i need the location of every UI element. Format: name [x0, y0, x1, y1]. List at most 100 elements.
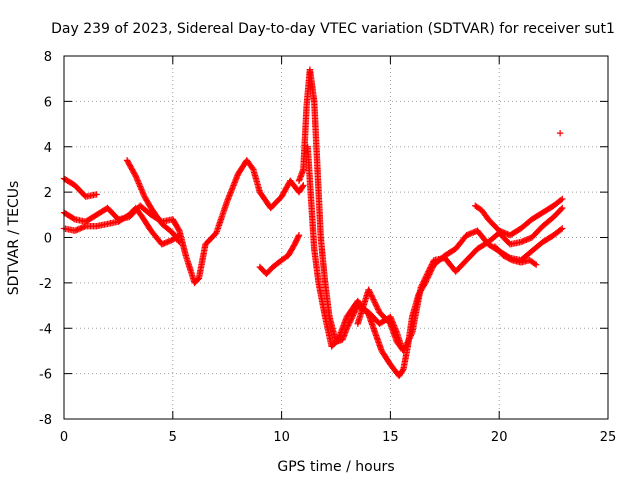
data-point	[402, 342, 410, 349]
data-point	[400, 347, 407, 355]
data-point	[93, 191, 100, 198]
data-point	[559, 204, 566, 212]
x-tick-label: 20	[491, 430, 508, 445]
y-axis-label: SDTVAR / TECUs	[6, 181, 22, 296]
data-point	[138, 186, 145, 193]
y-tick-label: 8	[44, 50, 52, 65]
data-point	[407, 332, 415, 339]
data-point	[370, 297, 378, 305]
data-point	[138, 187, 146, 195]
y-tick-label: 2	[44, 186, 52, 201]
data-point	[133, 175, 141, 183]
data-point	[417, 284, 425, 291]
data-point	[427, 262, 435, 270]
y-tick-label: 0	[44, 232, 52, 247]
data-point	[369, 294, 376, 302]
data-point	[429, 259, 436, 267]
data-point	[427, 264, 434, 271]
y-tick-label: -6	[39, 368, 52, 383]
data-point	[374, 304, 381, 312]
series-trace-c	[60, 204, 183, 248]
data-point	[557, 226, 565, 233]
data-point	[401, 344, 408, 352]
data-point	[423, 272, 430, 280]
data-point	[556, 129, 564, 137]
data-point	[371, 299, 378, 306]
x-axis-label: GPS time / hours	[277, 459, 394, 475]
data-point	[404, 339, 411, 346]
data-point	[368, 292, 375, 299]
data-point	[557, 196, 565, 204]
data-point	[349, 313, 356, 321]
data-point	[402, 343, 409, 350]
series-trace-i	[472, 195, 566, 239]
y-tick-label: -4	[39, 322, 52, 337]
y-tick-label: 4	[44, 141, 52, 156]
data-point	[372, 300, 379, 308]
x-tick-label: 15	[382, 430, 399, 445]
series-trace-h	[354, 204, 566, 355]
x-tick-label: 25	[600, 430, 617, 445]
chart-title: Day 239 of 2023, Sidereal Day-to-day VTE…	[51, 21, 615, 37]
data-point	[400, 346, 408, 353]
series-outlier	[556, 129, 564, 137]
x-tick-label: 5	[169, 430, 177, 445]
data-point	[366, 287, 373, 295]
data-point	[299, 183, 306, 190]
data-point	[420, 278, 427, 285]
data-point	[135, 178, 142, 186]
data-point	[373, 303, 380, 310]
data-point	[367, 290, 374, 298]
data-point	[368, 293, 376, 300]
grid-lines	[64, 56, 608, 419]
data-point	[421, 275, 429, 283]
data-point	[421, 277, 428, 284]
data-point	[133, 174, 140, 181]
data-point	[559, 195, 566, 203]
y-tick-label: -8	[39, 413, 52, 428]
x-tick-label: 0	[60, 430, 68, 445]
data-point	[423, 271, 431, 278]
data-point	[137, 184, 144, 192]
data-point	[405, 336, 413, 343]
data-point	[131, 171, 139, 179]
data-point	[370, 296, 377, 303]
y-tick-label: 6	[44, 95, 52, 110]
series-trace-j	[491, 243, 540, 268]
data-point	[139, 189, 146, 196]
data-point	[136, 183, 144, 190]
data-point	[419, 281, 426, 288]
data-point	[531, 260, 539, 268]
data-point	[176, 238, 183, 246]
data-point	[406, 333, 414, 341]
data-point	[404, 337, 412, 345]
data-point	[428, 261, 436, 268]
data-point	[422, 274, 429, 281]
series-trace-b	[60, 157, 307, 287]
x-tick-label: 10	[273, 430, 290, 445]
data-point	[300, 182, 307, 189]
data-point	[424, 269, 431, 277]
data-point	[558, 205, 565, 213]
data-point	[140, 190, 147, 197]
data-point	[418, 282, 425, 290]
data-point	[175, 237, 182, 244]
series-trace-d	[123, 157, 183, 246]
data-point	[425, 268, 432, 275]
y-tick-label: -2	[39, 277, 52, 292]
data-point	[366, 289, 374, 296]
data-point	[70, 215, 77, 222]
data-point	[374, 306, 382, 313]
data-point	[295, 233, 302, 240]
data-point	[295, 232, 303, 239]
data-point	[532, 261, 540, 268]
data-point	[403, 340, 411, 348]
data-point	[408, 330, 415, 338]
data-point	[134, 177, 141, 184]
series-trace-e	[256, 232, 303, 277]
axis-ticks: 0 5 10 15 20 25 -8 -6 -4 -2 0 2 4 6 8	[39, 50, 616, 445]
data-point	[135, 180, 143, 187]
data-point	[372, 302, 380, 309]
data-point	[249, 164, 256, 172]
